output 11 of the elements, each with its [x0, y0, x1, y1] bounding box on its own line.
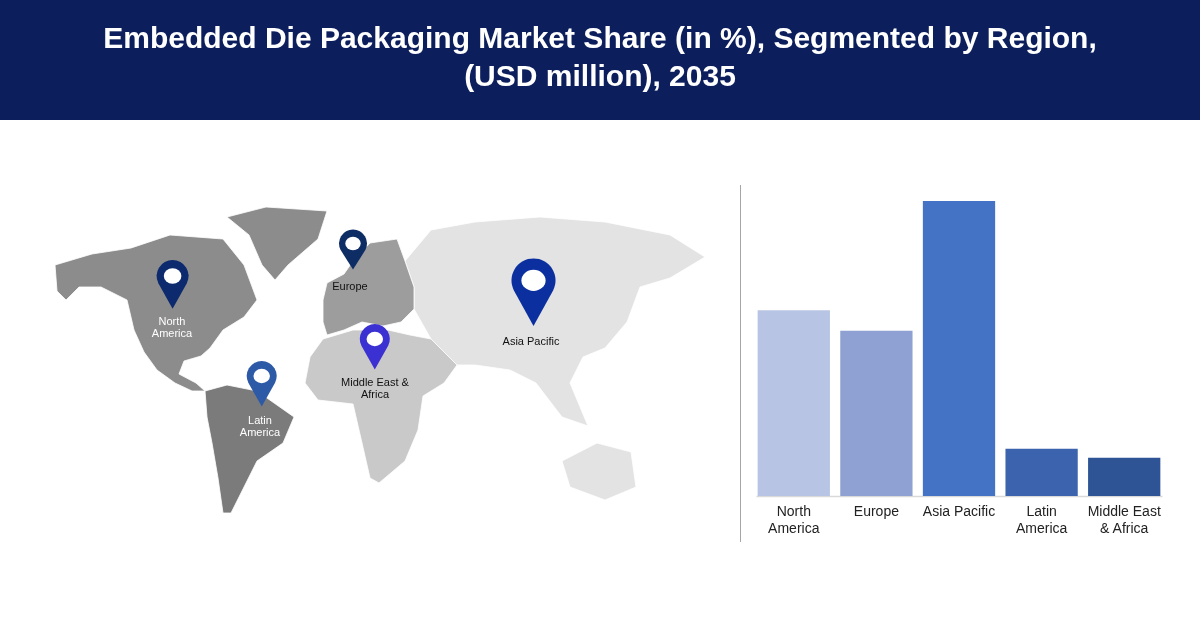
x-tick-label: North America — [768, 502, 820, 536]
category-label: Asia Pacific — [502, 335, 560, 347]
category-label: North America — [151, 315, 193, 339]
category-label: Europe — [332, 280, 368, 292]
x-tick-label: Europe — [853, 502, 900, 519]
category-label: Middle East & Africa — [341, 376, 409, 400]
x-tick-label: Latin America — [1015, 502, 1068, 536]
x-tick-label: Asia Pacific — [922, 502, 996, 519]
chart-title: Embedded Die Packaging Market Share (in %), Segmented by Region, (USD million), 2035 — [102, 20, 1098, 94]
x-tick-label: Middle East & Africa — [1087, 502, 1161, 536]
category-label: Latin America — [239, 414, 281, 438]
